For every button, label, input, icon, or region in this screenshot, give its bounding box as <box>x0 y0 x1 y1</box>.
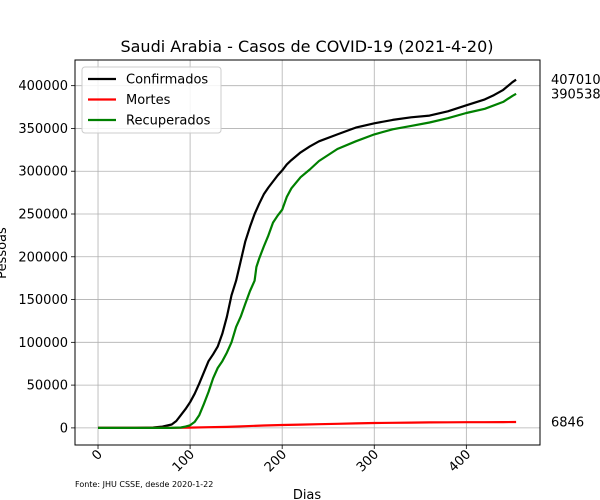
series-line-recuperados <box>98 92 517 429</box>
end-value-label: 390538 <box>551 87 600 102</box>
y-tick-label: 300000 <box>18 165 68 180</box>
x-tick-label: 0 <box>89 447 105 463</box>
x-tick-label: 100 <box>170 447 198 475</box>
plot-frame <box>74 59 541 446</box>
y-tick-label: 0 <box>60 421 68 436</box>
series-line-confirmados <box>98 78 517 429</box>
axis-ticks: 0 100 200 300 400 0 50000 100000 150000 200000 250… <box>18 79 474 475</box>
legend-label: Confirmados <box>126 73 208 88</box>
y-tick-label: 350000 <box>18 122 68 137</box>
y-axis-label: Pessoas <box>0 227 10 279</box>
x-tick-label: 400 <box>446 447 474 475</box>
y-tick-label: 50000 <box>27 379 68 394</box>
y-tick-label: 100000 <box>18 336 68 351</box>
y-tick-label: 200000 <box>18 250 68 265</box>
y-tick-label: 250000 <box>18 208 68 223</box>
chart-title: Saudi Arabia - Casos de COVID-19 (2021-4… <box>120 37 493 56</box>
end-value-label: 407010 <box>551 73 600 88</box>
series-lines <box>98 78 517 429</box>
legend: Confirmados Mortes Recuperados <box>81 66 222 134</box>
x-axis-label: Dias <box>293 488 322 500</box>
legend-label: Recuperados <box>126 114 211 129</box>
end-value-label: 6846 <box>551 416 584 431</box>
y-tick-label: 400000 <box>18 79 68 94</box>
series-line-mortes <box>98 420 517 429</box>
x-tick-label: 200 <box>262 447 290 475</box>
legend-label: Mortes <box>126 93 171 108</box>
legend-box <box>81 66 222 134</box>
source-note: Fonte: JHU CSSE, desde 2020-1-22 <box>75 480 213 489</box>
y-tick-label: 150000 <box>18 293 68 308</box>
x-tick-label: 300 <box>354 447 382 475</box>
